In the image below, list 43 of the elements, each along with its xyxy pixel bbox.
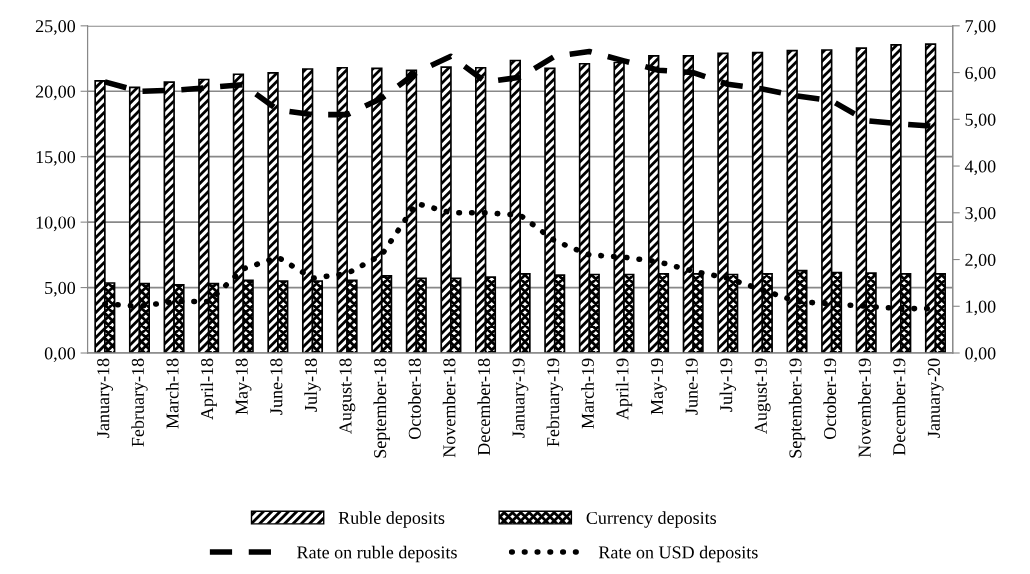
y-tick-label: 10,00 <box>36 216 76 232</box>
legend-label: Ruble deposits <box>338 511 445 528</box>
y-tick-label: 15,00 <box>36 150 76 166</box>
x-tick-label: June-19 <box>685 358 698 415</box>
x-tick-label: December-18 <box>477 358 491 456</box>
y2-tick-label: 4,00 <box>964 160 996 176</box>
x-tick-label: September-18 <box>373 358 390 458</box>
x-tick-label: January-20 <box>927 358 944 438</box>
x-tick-label: November-18 <box>442 358 456 458</box>
x-tick-label: October-19 <box>823 358 837 439</box>
x-tick-label: October-18 <box>408 358 421 439</box>
x-tick-label: January-19 <box>512 358 529 438</box>
x-tick-label: December-19 <box>892 358 906 456</box>
x-tick-label: March-18 <box>165 358 179 429</box>
x-tick-label: February-19 <box>546 358 563 447</box>
y-tick-label: 25,00 <box>35 20 76 35</box>
y2-tick-label: 1,00 <box>966 300 996 316</box>
y2-tick-label: 5,00 <box>965 113 996 129</box>
y2-tick-label: 3,00 <box>965 207 996 222</box>
y2-tick-label: 6,00 <box>965 66 996 82</box>
y-tick-label: 20,00 <box>35 85 76 101</box>
x-tick-label: May-18 <box>235 358 252 415</box>
y2-tick-label: 7,00 <box>965 20 996 35</box>
x-tick-label: July-18 <box>304 358 321 412</box>
x-tick-label: June-18 <box>270 358 283 415</box>
y2-tick-label: 0,00 <box>965 347 996 363</box>
y-tick-label: 0,00 <box>44 347 76 363</box>
x-tick-label: February-18 <box>131 358 148 447</box>
x-tick-label: April-18 <box>200 358 217 420</box>
legend-label: Rate on USD deposits <box>598 545 758 563</box>
x-tick-label: September-19 <box>788 358 806 458</box>
y-tick-label: 5,00 <box>45 281 76 297</box>
x-tick-label: January-18 <box>97 358 114 438</box>
x-tick-label: May-19 <box>650 358 667 415</box>
y2-tick-label: 2,00 <box>965 253 996 269</box>
legend-label: Currency deposits <box>586 511 717 528</box>
x-tick-label: April-19 <box>615 358 633 420</box>
legend-label: Rate on ruble deposits <box>297 545 457 563</box>
x-tick-label: March-19 <box>581 358 594 429</box>
x-tick-label: August-18 <box>339 358 356 434</box>
x-tick-label: November-19 <box>858 358 871 458</box>
x-tick-label: August-19 <box>754 358 771 434</box>
x-tick-label: July-19 <box>719 358 737 412</box>
